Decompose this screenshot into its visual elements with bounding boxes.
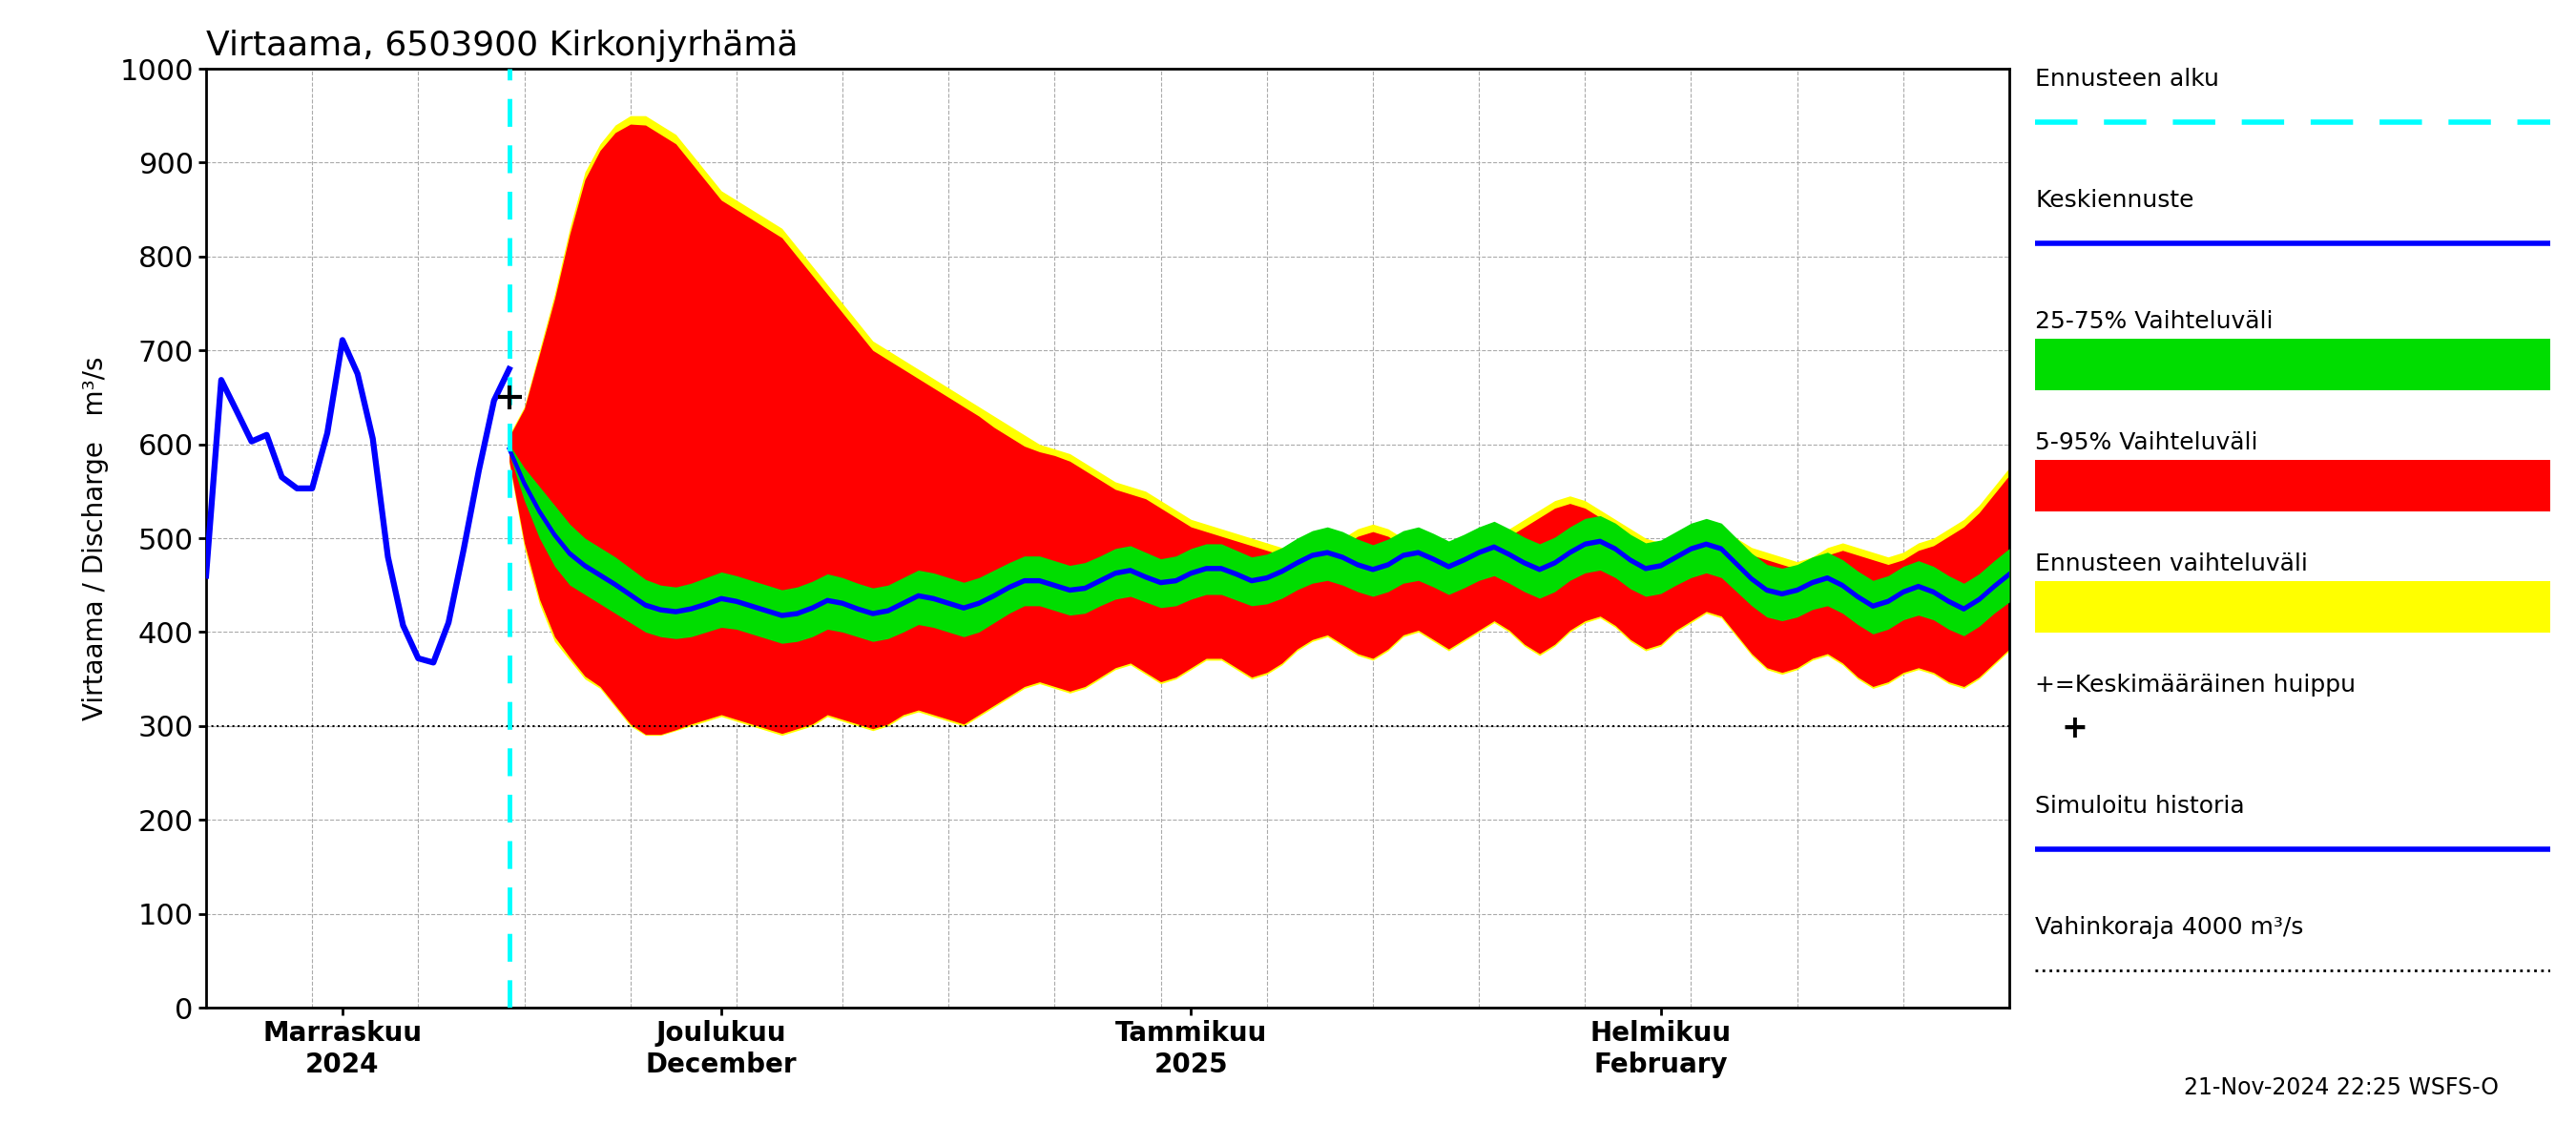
Y-axis label: Virtaama / Discharge   m³/s: Virtaama / Discharge m³/s <box>82 356 108 720</box>
Text: +=Keskimääräinen huippu: +=Keskimääräinen huippu <box>2035 673 2354 696</box>
Text: 5-95% Vaihteluväli: 5-95% Vaihteluväli <box>2035 432 2257 455</box>
Text: 21-Nov-2024 22:25 WSFS-O: 21-Nov-2024 22:25 WSFS-O <box>2184 1076 2499 1099</box>
Text: Ennusteen alku: Ennusteen alku <box>2035 68 2218 90</box>
Text: Keskiennuste: Keskiennuste <box>2035 189 2195 212</box>
Text: Vahinkoraja 4000 m³/s: Vahinkoraja 4000 m³/s <box>2035 916 2303 939</box>
Text: +: + <box>2061 712 2087 744</box>
Text: Virtaama, 6503900 Kirkonjyrhämä: Virtaama, 6503900 Kirkonjyrhämä <box>206 30 799 62</box>
Text: Ennusteen vaihteluväli: Ennusteen vaihteluväli <box>2035 553 2308 576</box>
Text: Simuloitu historia: Simuloitu historia <box>2035 795 2244 818</box>
FancyBboxPatch shape <box>2035 339 2550 390</box>
FancyBboxPatch shape <box>2035 460 2550 512</box>
FancyBboxPatch shape <box>2035 582 2550 633</box>
Text: 25-75% Vaihteluväli: 25-75% Vaihteluväli <box>2035 310 2272 333</box>
